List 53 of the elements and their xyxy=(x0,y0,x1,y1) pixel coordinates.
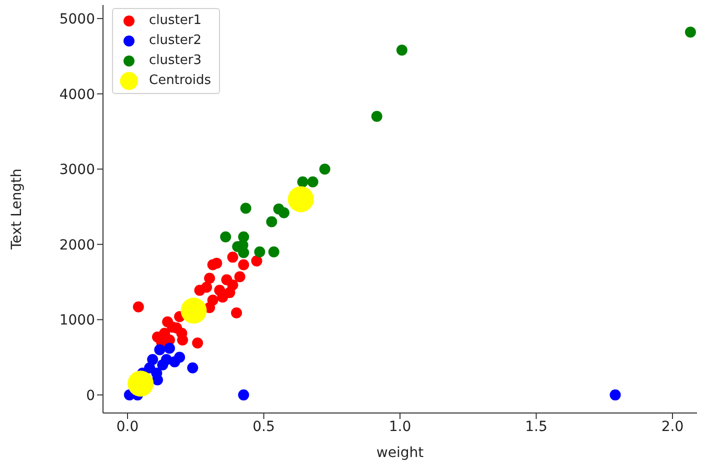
point xyxy=(180,298,207,324)
point xyxy=(234,271,246,282)
point xyxy=(192,337,204,348)
point xyxy=(307,176,318,188)
y-tick-label: 1000 xyxy=(59,312,95,329)
point xyxy=(194,284,206,296)
y-axis-title: Text Length xyxy=(8,168,25,251)
point xyxy=(164,342,175,354)
point xyxy=(207,259,218,270)
x-tick-label: 0.0 xyxy=(116,418,139,435)
point xyxy=(610,389,621,400)
point xyxy=(254,246,266,258)
point xyxy=(251,255,262,266)
x-axis-title: weight xyxy=(376,445,424,461)
point xyxy=(238,389,250,400)
point xyxy=(240,202,252,214)
point xyxy=(396,44,408,56)
point xyxy=(224,287,236,298)
x-tick-label: 1.5 xyxy=(525,418,548,435)
legend-label: Centroids xyxy=(149,72,212,90)
point xyxy=(227,252,238,263)
legend-label: cluster2 xyxy=(149,32,202,50)
x-tick-label: 0.5 xyxy=(252,418,275,435)
point xyxy=(154,344,166,356)
point xyxy=(684,26,696,38)
point xyxy=(266,216,278,228)
legend-label: cluster3 xyxy=(149,52,202,70)
point xyxy=(238,259,250,270)
point xyxy=(220,231,232,242)
point xyxy=(128,370,154,397)
point xyxy=(160,354,172,366)
y-tick-label: 3000 xyxy=(59,162,95,178)
y-tick-label: 5000 xyxy=(59,12,95,28)
point xyxy=(238,247,250,258)
y-tick-label: 2000 xyxy=(59,237,95,254)
point xyxy=(147,354,158,366)
point xyxy=(268,246,280,258)
point xyxy=(204,272,216,284)
legend-label: cluster1 xyxy=(149,12,202,30)
x-tick-label: 2.0 xyxy=(661,418,684,435)
point xyxy=(278,207,290,218)
point xyxy=(371,110,382,122)
point xyxy=(221,274,232,286)
point xyxy=(231,307,242,318)
y-tick-label: 4000 xyxy=(59,86,95,103)
point xyxy=(152,374,163,386)
point xyxy=(297,176,308,188)
point xyxy=(132,301,144,312)
y-tick-label: 0 xyxy=(86,388,95,404)
point xyxy=(288,186,314,212)
point xyxy=(319,164,330,175)
point xyxy=(187,362,198,374)
x-tick-label: 1.0 xyxy=(388,418,412,435)
